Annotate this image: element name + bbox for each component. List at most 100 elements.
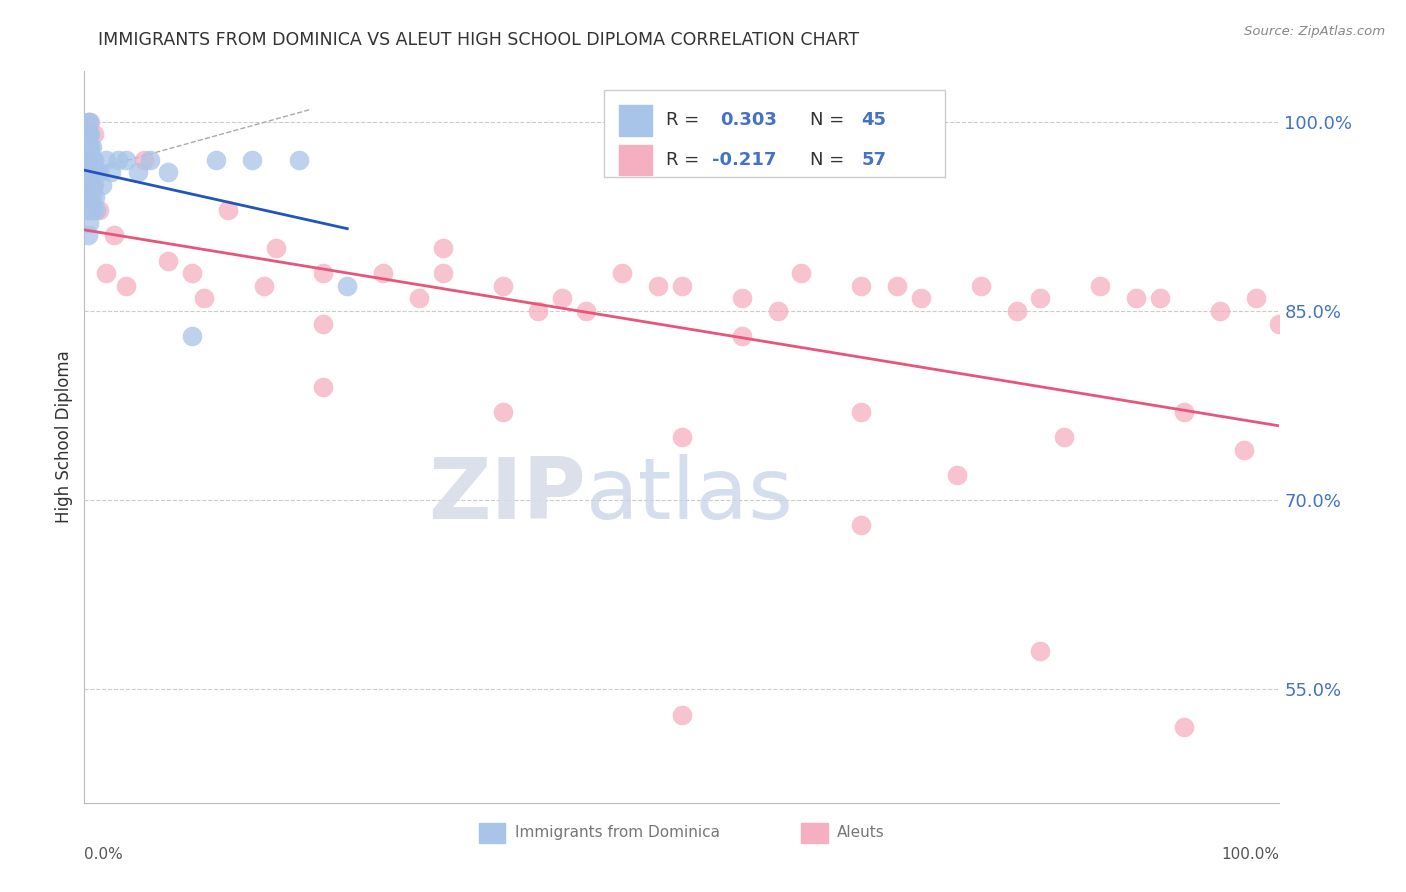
Point [432,266,454,280]
Point [77,128,100,142]
Point [851,518,873,533]
Point [83,178,105,192]
Text: 100.0%: 100.0% [1222,847,1279,862]
Point [91,178,114,192]
Point [217,203,239,218]
Point [79,153,101,167]
Point [157,165,180,179]
Point [312,266,335,280]
Point [731,329,754,343]
Point [1268,317,1291,331]
Point [80,165,103,179]
Point [94,153,117,167]
Point [1244,291,1267,305]
Text: R =: R = [666,112,706,129]
FancyBboxPatch shape [619,145,652,175]
Point [87,165,110,179]
Text: atlas: atlas [586,454,794,537]
Point [1125,291,1147,305]
Point [240,153,263,167]
Point [575,304,598,318]
Y-axis label: High School Diploma: High School Diploma [55,351,73,524]
Text: R =: R = [666,151,706,169]
Point [107,153,129,167]
Point [970,278,993,293]
Text: N =: N = [810,151,849,169]
Point [87,203,110,218]
Text: -0.217: -0.217 [711,151,776,169]
Point [1090,278,1112,293]
Point [647,278,669,293]
Point [205,153,228,167]
Point [77,153,100,167]
Point [1029,644,1052,658]
Point [1233,442,1256,457]
Point [80,190,103,204]
FancyBboxPatch shape [605,90,945,178]
Point [79,128,101,142]
Point [336,278,359,293]
Point [1029,291,1052,305]
Point [77,115,100,129]
Point [886,278,908,293]
Point [77,165,100,179]
Point [1173,405,1195,419]
Point [253,278,276,293]
FancyBboxPatch shape [801,822,828,843]
Point [492,278,515,293]
Point [79,115,101,129]
Point [157,253,180,268]
Point [77,178,100,192]
Point [946,467,969,482]
Text: Aleuts: Aleuts [838,825,884,840]
Point [181,266,204,280]
Point [100,165,122,179]
Point [77,140,100,154]
Point [77,153,100,167]
Point [193,291,215,305]
Text: Immigrants from Dominica: Immigrants from Dominica [515,825,720,840]
Point [288,153,311,167]
Point [80,140,103,154]
Point [94,266,117,280]
Point [1209,304,1232,318]
Point [103,228,125,243]
Point [83,153,105,167]
Point [671,430,693,444]
Point [373,266,395,280]
Point [77,228,100,243]
Point [77,140,100,154]
Point [851,405,873,419]
Point [79,203,101,218]
Point [139,153,162,167]
Point [80,178,103,192]
Point [671,278,693,293]
Point [79,178,101,192]
Point [551,291,574,305]
FancyBboxPatch shape [479,822,505,843]
Point [82,153,104,167]
Point [264,241,287,255]
FancyBboxPatch shape [619,105,652,136]
Point [84,190,107,204]
Point [766,304,789,318]
Point [408,291,430,305]
Point [77,190,100,204]
Point [77,190,100,204]
Point [86,203,108,218]
Point [77,203,100,218]
Text: IMMIGRANTS FROM DOMINICA VS ALEUT HIGH SCHOOL DIPLOMA CORRELATION CHART: IMMIGRANTS FROM DOMINICA VS ALEUT HIGH S… [98,31,859,49]
Text: N =: N = [810,112,849,129]
Text: 57: 57 [862,151,886,169]
Point [731,291,754,305]
Point [181,329,204,343]
Point [1005,304,1028,318]
Point [82,203,104,218]
Point [83,128,105,142]
Point [82,178,104,192]
Point [77,128,100,142]
Point [115,278,138,293]
Point [312,379,335,393]
Point [432,241,454,255]
Point [527,304,550,318]
